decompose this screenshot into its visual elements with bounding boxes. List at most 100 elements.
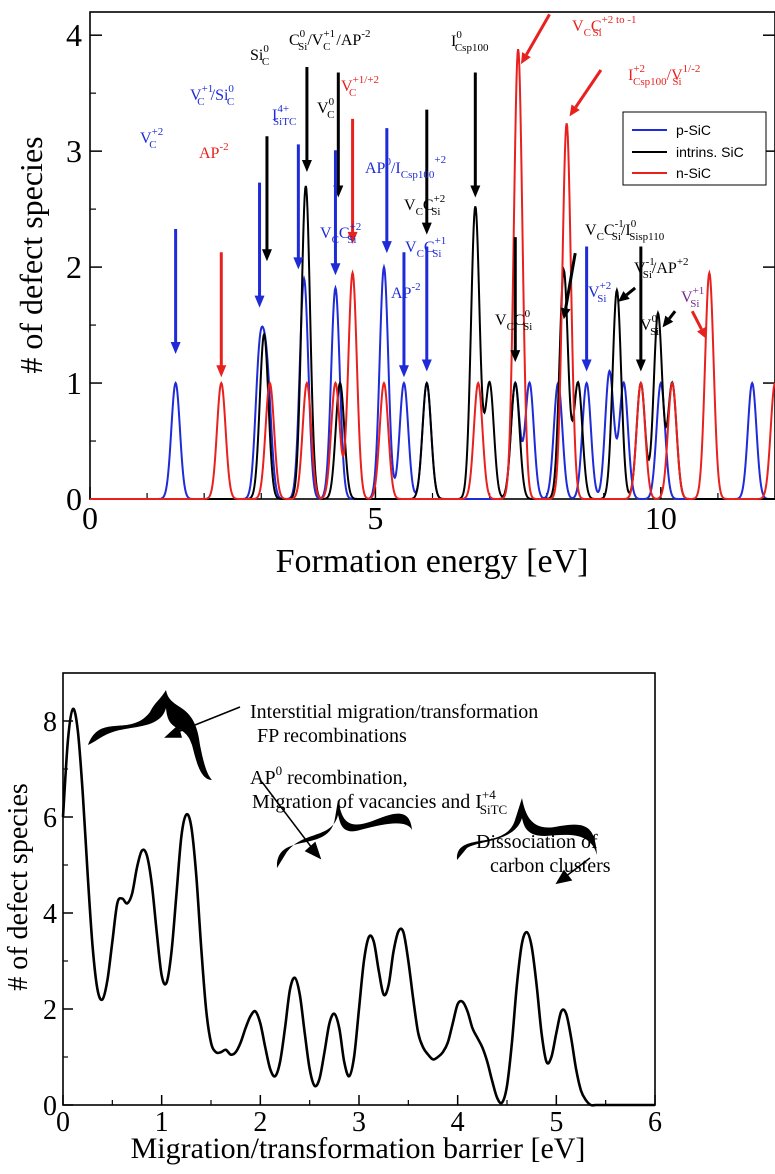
legend-label-n-sic: n-SiC [676, 165, 711, 181]
label-csi0-vc-ap: C0 Si/V+1 C/AP-2 [289, 28, 371, 53]
y-tick-label: 0 [43, 1091, 57, 1122]
legend-label-intrinsic: intrins. SiC [676, 144, 744, 160]
x-tick-label: 1 [155, 1107, 169, 1138]
label-vc-plus1-plus2: V+1/+2 C [341, 74, 379, 99]
annotation-arrow-diagonal [690, 310, 703, 330]
label-ap-minus2-p: AP-2 [391, 281, 421, 302]
annotation-arrow-diagonal [625, 286, 637, 297]
annotation-arrowhead [581, 359, 592, 372]
annotation-arrowhead [560, 307, 571, 320]
y-tick-label: 2 [43, 995, 57, 1026]
series-line-n-sic [90, 48, 775, 500]
annotation-arrow-diagonal [525, 13, 551, 56]
chart2-series [61, 707, 655, 1107]
x-tick-label: 6 [648, 1107, 662, 1138]
annotation-arrowhead [170, 342, 181, 355]
chart2-annotations: Interstitial migration/transformation FP… [250, 701, 611, 877]
label-ap-minus2-n: AP-2 [199, 141, 229, 162]
y-tick-label: 6 [43, 803, 57, 834]
annotation-arrowhead [421, 359, 432, 372]
label-vsi0: V0 Si [640, 313, 659, 338]
chart1-series [90, 48, 775, 500]
label-vc-plus2: V+2 C [140, 126, 163, 151]
label-vccsi-plus1: VCC+1 Si [405, 235, 446, 260]
label-icsp100-0: I0 Csp100 [451, 29, 489, 54]
x-tick-label: 4 [451, 1107, 465, 1138]
arrowhead-interstitial [164, 724, 182, 738]
annotation-carbon-clusters: carbon clusters [490, 855, 611, 877]
annotation-dissociation: Dissociation of [476, 831, 598, 853]
arrow-to-brace-interstitial [174, 706, 241, 734]
annotation-fp-recombinations: FP recombinations [257, 725, 407, 747]
label-vccsi-plus2-intr: VCC+2 Si [404, 193, 445, 218]
chart1-ticks: 0 5 10 0 1 2 3 4 [66, 17, 775, 536]
label-vccsi-plus2-p: VCC+2 Si [320, 221, 361, 246]
x-tick-label: 0 [82, 500, 98, 536]
x-tick-label: 5 [549, 1107, 563, 1138]
annotation-arrowhead [301, 160, 312, 173]
annotation-arrowhead [330, 263, 341, 276]
legend-label-p-sic: p-SiC [676, 122, 711, 138]
annotation-arrowhead [697, 326, 707, 339]
chart1-annotations: V+2 C AP-2 V+1 C/Si0 C Si0 C I4+ SiTC C0 Si/V+… [140, 14, 704, 338]
y-tick-label: 0 [66, 481, 82, 517]
label-vsi-minus1-ap: V-1 Si/AP+2 [634, 256, 689, 281]
brace-carbon-clusters [456, 798, 597, 860]
annotation-arrowhead [421, 222, 432, 235]
arrowhead-carbon [555, 869, 573, 885]
arrow-to-brace-vacancy [261, 781, 313, 849]
label-vccsi0: VCC0 Si [495, 308, 532, 333]
annotation-arrowhead [569, 104, 580, 117]
annotation-ap0-recombination: AP0 recombination, [250, 763, 408, 789]
annotation-interstitial: Interstitial migration/transformation [250, 701, 538, 723]
brace-interstitial [88, 690, 212, 780]
y-tick-label: 2 [66, 249, 82, 285]
annotation-arrow-diagonal [574, 69, 603, 109]
y-tick-label: 4 [66, 17, 82, 53]
y-tick-label: 1 [66, 365, 82, 401]
x-tick-label: 2 [253, 1107, 267, 1138]
series-line-intrins-sic [90, 185, 775, 500]
annotation-arrowhead [347, 231, 358, 244]
annotation-arrowhead [293, 257, 304, 270]
chart2-annotation-arrows [164, 706, 591, 885]
annotation-arrowhead [254, 295, 265, 308]
label-sic0: Si0 C [250, 43, 269, 68]
arrowhead-vacancy [304, 841, 322, 860]
chart2-braces [88, 690, 597, 868]
annotation-arrowhead [618, 291, 630, 302]
series-line-barrier [61, 707, 655, 1107]
annotation-arrowhead [398, 365, 409, 378]
annotation-arrowhead [216, 365, 227, 378]
x-tick-label: 5 [367, 500, 383, 536]
formation-energy-chart: 0 5 10 0 1 2 3 4 p-SiC intrins. SiC n-SiC V+2 C … [13, 11, 775, 580]
annotation-arrowhead [470, 185, 481, 198]
annotation-vacancy-migration: Migration of vacancies and I+4 SiTC [252, 787, 507, 817]
label-vc-plus1-sic0: V+1 C/Si0 C [190, 83, 234, 108]
label-isitc-4plus: I4+ SiTC [272, 103, 296, 128]
chart1-ylabel: # of defect species [13, 136, 49, 373]
label-vsi-plus1: V+1 Si [681, 285, 704, 310]
chart2-ylabel: # of defect species [3, 783, 34, 991]
y-tick-label: 3 [66, 133, 82, 169]
label-vsi-plus2: V+2 Si [588, 280, 611, 305]
chart2-xlabel: Migration/transformation barrier [eV] [131, 1132, 586, 1165]
y-tick-label: 4 [43, 899, 57, 930]
migration-barrier-chart: 0 1 2 3 4 5 6 0 2 4 6 8 Interstitial migration/tran… [3, 672, 662, 1165]
annotation-arrowhead [662, 315, 674, 328]
x-tick-label: 10 [645, 500, 677, 536]
chart1-legend: p-SiC intrins. SiC n-SiC [622, 111, 767, 186]
label-icsp100-vsi: I+2 Csp100/V1/-2 Si [628, 63, 700, 88]
label-vccsi-minus1-isisp110: VCC-1 Si/I0 Sisp110 [585, 218, 665, 243]
label-vccsi-2-to-1: VCC+2 to -1 Si [572, 14, 637, 39]
chart1-arrows [170, 13, 707, 378]
label-vc0: V0 C [317, 96, 335, 121]
annotation-arrow-diagonal [668, 310, 677, 320]
y-tick-label: 8 [43, 707, 57, 738]
annotation-arrowhead [510, 350, 521, 363]
arrow-to-brace-carbon [564, 857, 591, 878]
chart2-ticks: 0 1 2 3 4 5 6 0 2 4 6 8 [43, 707, 662, 1138]
label-ap0-icsp100: AP0/ICsp100+2 [365, 154, 446, 181]
annotation-arrow-diagonal [564, 252, 577, 309]
